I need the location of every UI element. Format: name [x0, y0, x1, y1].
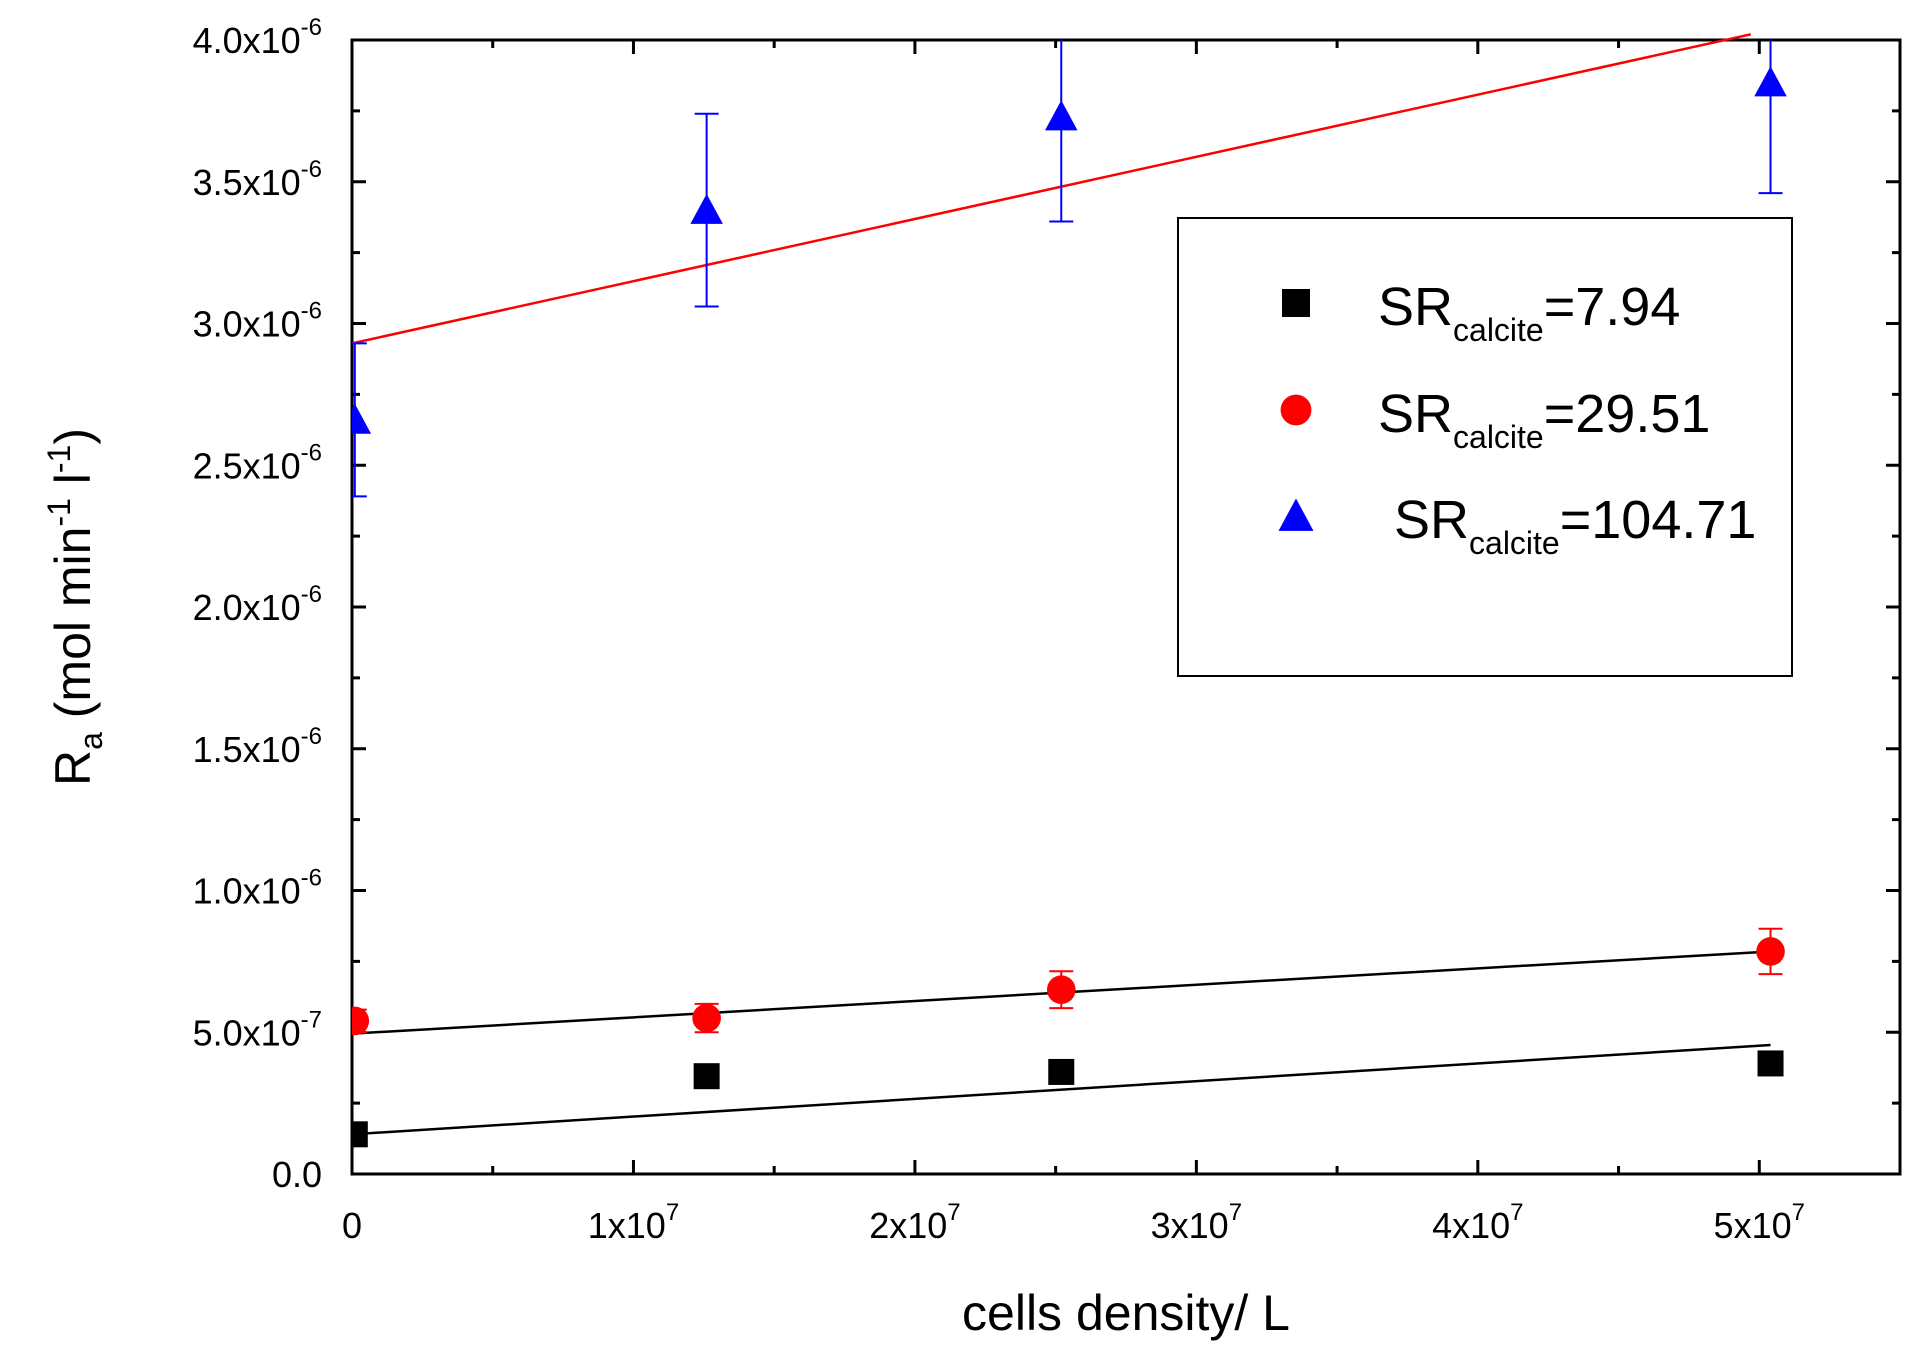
point-series-1-1 [352, 1121, 368, 1148]
point-series-3-1 [352, 403, 372, 434]
x-tick-label: 3x107 [1151, 1199, 1242, 1246]
legend-label-series-3: SRcalcite=104.71 [1394, 490, 1756, 561]
point-series-1-3 [1048, 1058, 1075, 1085]
y-tick-label: 3.0x10-6 [193, 298, 322, 345]
y-tick-label: 0.0 [272, 1154, 322, 1195]
point-series-1-4 [1757, 1050, 1784, 1077]
point-series-2-3 [1046, 975, 1076, 1005]
y-axis-title: Ra (mol min-1 l-1) [41, 428, 109, 786]
point-series-2-2 [692, 1003, 721, 1033]
legend-label-series-2: SRcalcite=29.51 [1378, 384, 1710, 455]
x-tick-label: 1x107 [588, 1199, 679, 1246]
point-series-3-3 [1045, 100, 1078, 131]
point-series-2-4 [1756, 937, 1785, 966]
y-tick-label: 1.0x10-6 [193, 865, 322, 912]
y-tick-label: 3.5x10-6 [193, 156, 322, 203]
x-tick-label: 2x107 [869, 1199, 960, 1246]
y-tick-label: 5.0x10-7 [193, 1006, 322, 1053]
fit-line-series-1 [351, 1043, 1771, 1136]
y-tick-label: 4.0x10-6 [193, 14, 322, 61]
legend-marker-series-2 [1280, 394, 1312, 426]
point-series-3-4 [1754, 66, 1787, 97]
x-tick-label: 0 [342, 1205, 362, 1246]
legend-label-series-1: SRcalcite=7.94 [1378, 277, 1680, 348]
point-series-2-1 [352, 1006, 370, 1036]
fit-line-series-3 [351, 33, 1752, 345]
x-tick-label: 4x107 [1432, 1199, 1523, 1246]
legend-box [1177, 217, 1793, 677]
y-tick-label: 1.5x10-6 [193, 723, 322, 770]
y-tick-label: 2.0x10-6 [193, 581, 322, 628]
legend-marker-series-3 [1278, 498, 1314, 531]
y-tick-label: 2.5x10-6 [193, 439, 322, 486]
x-tick-label: 5x107 [1714, 1199, 1805, 1246]
point-series-3-2 [690, 193, 723, 224]
x-axis-title: cells density/ L [962, 1285, 1290, 1341]
legend-marker-series-1 [1282, 289, 1310, 317]
point-series-1-2 [693, 1063, 720, 1090]
